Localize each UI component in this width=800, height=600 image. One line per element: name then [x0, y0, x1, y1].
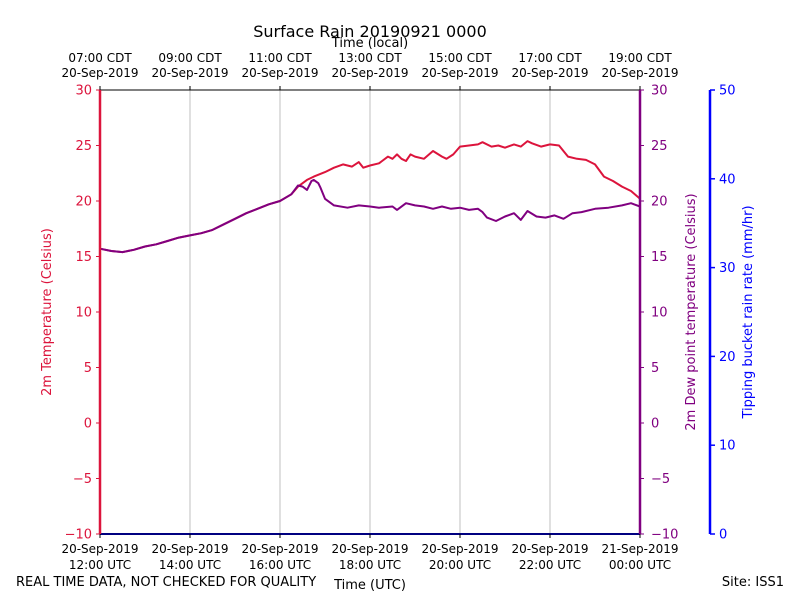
top-tick-date-5: 20-Sep-2019	[511, 66, 588, 80]
tick-labels: 302520151050−5−10302520151050−5−10504030…	[61, 51, 735, 572]
bottom-tick-date-0: 20-Sep-2019	[61, 542, 138, 556]
top-tick-date-0: 20-Sep-2019	[61, 66, 138, 80]
top-tick-time-3: 13:00 CDT	[338, 51, 402, 65]
top-tick-time-1: 09:00 CDT	[158, 51, 222, 65]
bottom-tick-date-5: 20-Sep-2019	[511, 542, 588, 556]
bottom-tick-time-3: 18:00 UTC	[339, 558, 401, 572]
rain-tick-label-1: 40	[719, 172, 736, 187]
rain-tick-label-4: 10	[719, 439, 736, 454]
left-tick-label-3: 15	[75, 250, 92, 265]
left-tick-label-6: 0	[84, 417, 92, 432]
bottom-tick-time-0: 12:00 UTC	[69, 558, 131, 572]
right-tick-label-0: 30	[651, 84, 668, 99]
left-axis-label: 2m Temperature (Celsius)	[40, 228, 55, 396]
bottom-tick-date-6: 21-Sep-2019	[601, 542, 678, 556]
right-tick-label-4: 10	[651, 306, 668, 321]
top-tick-time-6: 19:00 CDT	[608, 51, 672, 65]
bottom-tick-date-3: 20-Sep-2019	[331, 542, 408, 556]
rain-tick-label-2: 30	[719, 261, 736, 276]
chart-title: Surface Rain 20190921 0000	[253, 22, 487, 41]
top-tick-time-0: 07:00 CDT	[68, 51, 132, 65]
right-tick-label-8: −10	[651, 528, 678, 543]
bottom-tick-time-6: 00:00 UTC	[609, 558, 671, 572]
top-tick-time-4: 15:00 CDT	[428, 51, 492, 65]
top-tick-date-3: 20-Sep-2019	[331, 66, 408, 80]
right-tick-label-5: 5	[651, 361, 659, 376]
left-tick-label-1: 25	[75, 139, 92, 154]
right-tick-label-3: 15	[651, 250, 668, 265]
right-tick-label-2: 20	[651, 195, 668, 210]
bottom-tick-time-1: 14:00 UTC	[159, 558, 221, 572]
rain-tick-label-5: 0	[719, 528, 727, 543]
grid-lines	[189, 90, 551, 534]
rain-tick-label-0: 50	[719, 84, 736, 99]
right-tick-label-6: 0	[651, 417, 659, 432]
top-tick-date-2: 20-Sep-2019	[241, 66, 318, 80]
site-label: Site: ISS1	[721, 575, 784, 590]
left-tick-label-8: −10	[65, 528, 92, 543]
left-tick-label-5: 5	[84, 361, 92, 376]
bottom-tick-date-4: 20-Sep-2019	[421, 542, 498, 556]
quality-note: REAL TIME DATA, NOT CHECKED FOR QUALITY	[16, 575, 317, 590]
top-axis-label: Time (local)	[331, 36, 408, 51]
top-tick-date-4: 20-Sep-2019	[421, 66, 498, 80]
right-tick-label-7: −5	[651, 472, 670, 487]
left-tick-label-0: 30	[75, 84, 92, 99]
bottom-tick-date-1: 20-Sep-2019	[151, 542, 228, 556]
top-tick-date-6: 20-Sep-2019	[601, 66, 678, 80]
top-tick-time-2: 11:00 CDT	[248, 51, 312, 65]
bottom-axis-label: Time (UTC)	[333, 578, 406, 593]
bottom-tick-time-5: 22:00 UTC	[519, 558, 581, 572]
left-tick-label-4: 10	[75, 306, 92, 321]
axes	[98, 89, 712, 535]
top-tick-date-1: 20-Sep-2019	[151, 66, 228, 80]
bottom-tick-time-4: 20:00 UTC	[429, 558, 491, 572]
left-tick-label-7: −5	[73, 472, 92, 487]
left-tick-label-2: 20	[75, 195, 92, 210]
bottom-tick-time-2: 16:00 UTC	[249, 558, 311, 572]
rain-tick-label-3: 20	[719, 350, 736, 365]
right-axis-label: 2m Dew point temperature (Celsius)	[684, 193, 699, 430]
rain-axis-label: Tipping bucket rain rate (mm/hr)	[741, 205, 756, 419]
bottom-tick-date-2: 20-Sep-2019	[241, 542, 318, 556]
dewpoint-line	[99, 178, 641, 254]
top-tick-time-5: 17:00 CDT	[518, 51, 582, 65]
right-tick-label-1: 25	[651, 139, 668, 154]
